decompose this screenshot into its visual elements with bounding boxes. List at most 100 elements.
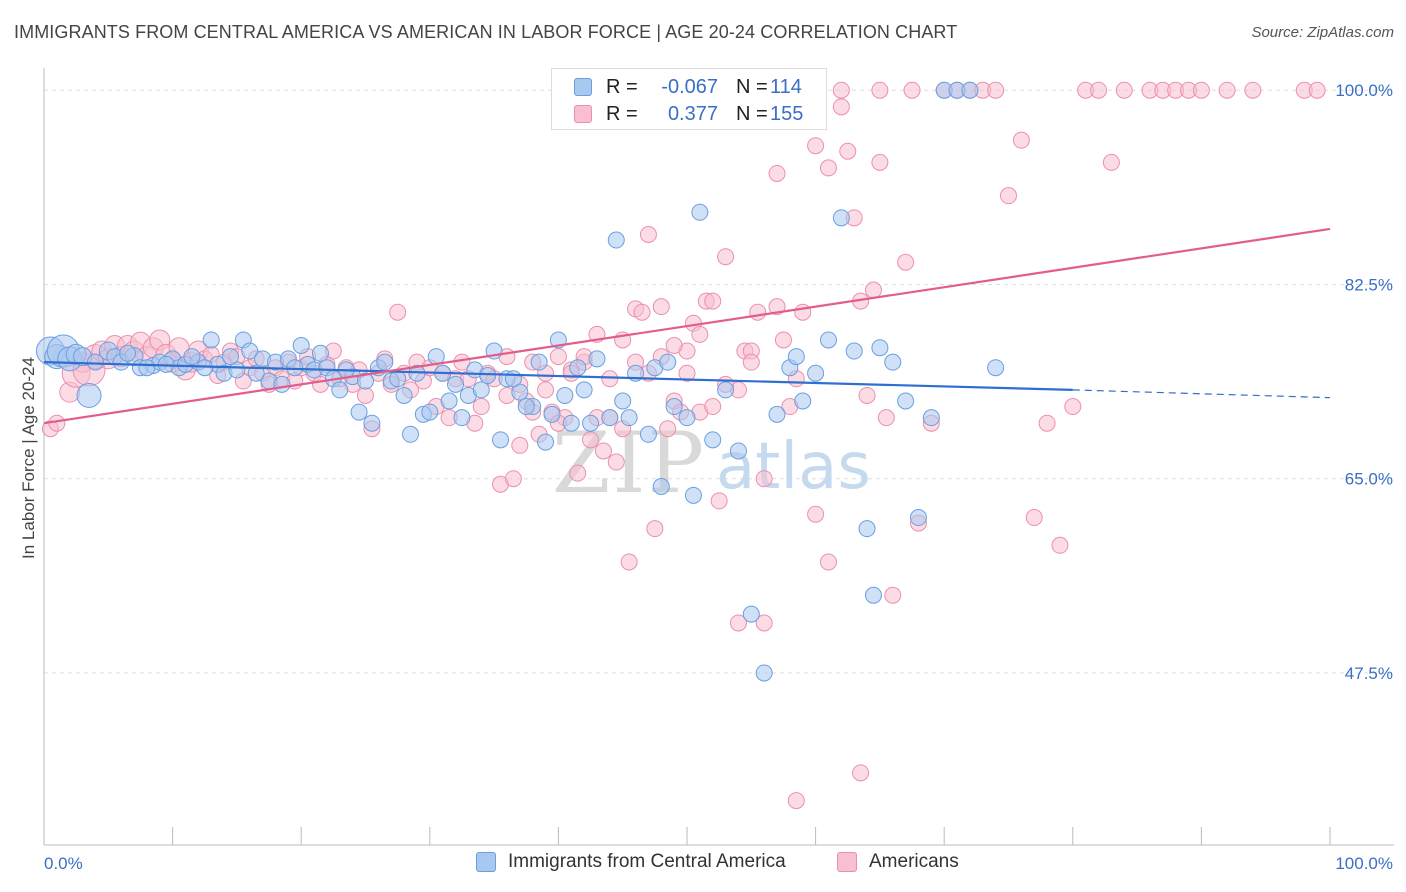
legend-n-value: 155 <box>770 102 804 125</box>
pink-point-67 <box>472 398 490 416</box>
blue-point-66 <box>639 425 657 443</box>
tick-labels: 47.5% 65.0% 82.5% 100.0% 0.0% 100.0% <box>44 81 1393 873</box>
pink-point-139 <box>1064 398 1082 416</box>
pink-point-149 <box>1218 81 1236 99</box>
bottom-legend-label-central-america: Immigrants from Central America <box>508 851 786 872</box>
pink-point-133 <box>987 81 1005 99</box>
pink-point-143 <box>1115 81 1133 99</box>
blue-point-74 <box>729 442 747 460</box>
y-tick-label-3: 100.0% <box>1335 81 1393 100</box>
pink-point-79 <box>549 348 567 366</box>
legend-swatch-pink <box>574 105 592 123</box>
blue-point-70 <box>684 486 702 504</box>
pink-point-105 <box>717 248 735 266</box>
pink-point-109 <box>755 470 773 488</box>
y-axis-title: In Labor Force | Age 20-24 <box>19 357 38 559</box>
legend-n-label: N = <box>736 102 768 125</box>
blue-point-52 <box>492 431 510 449</box>
pink-point-150 <box>1244 81 1262 99</box>
blue-point-19 <box>202 331 220 349</box>
pink-point-124 <box>877 409 895 427</box>
pink-point-163 <box>742 353 760 371</box>
pink-point-82 <box>569 464 587 482</box>
blue-point-102 <box>556 386 574 404</box>
blue-point-107 <box>119 344 137 362</box>
watermark-atlas: atlas <box>716 430 871 504</box>
pink-point-104 <box>710 492 728 510</box>
blue-point-77 <box>768 405 786 423</box>
blue-point-30 <box>292 337 310 354</box>
pink-point-166 <box>704 398 722 416</box>
blue-point-72 <box>704 431 722 449</box>
bottom-legend-swatch-blue <box>476 852 496 872</box>
pink-point-94 <box>646 520 664 538</box>
legend-r-label: R = <box>606 75 638 98</box>
pink-point-103 <box>704 292 722 310</box>
blue-point-89 <box>897 392 915 410</box>
pink-point-90 <box>620 553 638 571</box>
blue-point-117 <box>389 370 407 388</box>
pink-point-117 <box>832 98 850 116</box>
pink-point-122 <box>864 281 882 299</box>
legend-r-value: 0.377 <box>667 102 718 125</box>
pink-point-99 <box>678 364 696 382</box>
pink-point-95 <box>652 298 670 316</box>
blue-point-79 <box>787 348 805 366</box>
blue-point-37 <box>357 372 374 390</box>
blue-point-111 <box>221 348 239 366</box>
pink-point-113 <box>787 792 805 810</box>
pink-point-96 <box>659 420 677 438</box>
pink-point-169 <box>665 337 683 354</box>
blue-point-84 <box>845 342 863 360</box>
blue-point-63 <box>601 409 619 427</box>
pink-point-110 <box>768 298 786 316</box>
blue-point-24 <box>241 342 259 360</box>
pink-point-162 <box>749 303 767 321</box>
bottom-legend-central-america: Immigrants from Central America <box>476 851 786 873</box>
blue-point-103 <box>620 409 638 427</box>
legend-r-value: -0.067 <box>661 75 718 98</box>
blue-point-69 <box>678 409 696 427</box>
blue-point-116 <box>350 403 368 421</box>
blue-point-60 <box>575 381 593 399</box>
pink-point-72 <box>504 470 522 488</box>
legend-n-value: 114 <box>770 75 802 98</box>
y-tick-label-1: 65.0% <box>1345 470 1393 489</box>
blue-point-35 <box>331 381 349 399</box>
pink-point-136 <box>1025 509 1043 527</box>
blue-point-112 <box>247 364 265 382</box>
blue-point-71 <box>691 203 709 221</box>
blue-point-108 <box>138 359 156 377</box>
blue-point-101 <box>530 353 548 371</box>
watermark: ZIP atlas <box>552 414 871 512</box>
blue-point-46 <box>447 375 465 393</box>
blue-point-81 <box>807 364 825 382</box>
pink-point-138 <box>1051 536 1069 554</box>
blue-point-83 <box>832 209 850 227</box>
pink-point-114 <box>794 303 812 321</box>
blue-point-6 <box>76 382 102 408</box>
blue-point-61 <box>582 414 600 432</box>
pink-point-137 <box>1038 414 1056 432</box>
bottom-legend-swatch-pink <box>837 852 857 872</box>
legend-row-americans: R = 0.377 N = 155 <box>574 101 803 127</box>
blue-point-80 <box>794 392 812 410</box>
blue-trend-line <box>43 361 1073 391</box>
blue-point-95 <box>987 359 1005 377</box>
blue-point-7 <box>86 353 104 371</box>
blue-trend-extension <box>1072 389 1331 399</box>
legend-n-label: N = <box>736 75 768 98</box>
pink-point-125 <box>884 586 902 604</box>
pink-point-156 <box>832 81 850 99</box>
blue-point-85 <box>858 520 876 538</box>
blue-point-119 <box>479 366 497 384</box>
blue-point-110 <box>183 348 201 366</box>
pink-point-152 <box>1308 81 1326 99</box>
blue-point-82 <box>819 331 837 349</box>
pink-point-174 <box>601 370 619 388</box>
blue-point-120 <box>517 398 535 416</box>
pink-point-158 <box>807 137 825 155</box>
central-america-points <box>35 81 1005 682</box>
blue-point-91 <box>922 409 940 427</box>
